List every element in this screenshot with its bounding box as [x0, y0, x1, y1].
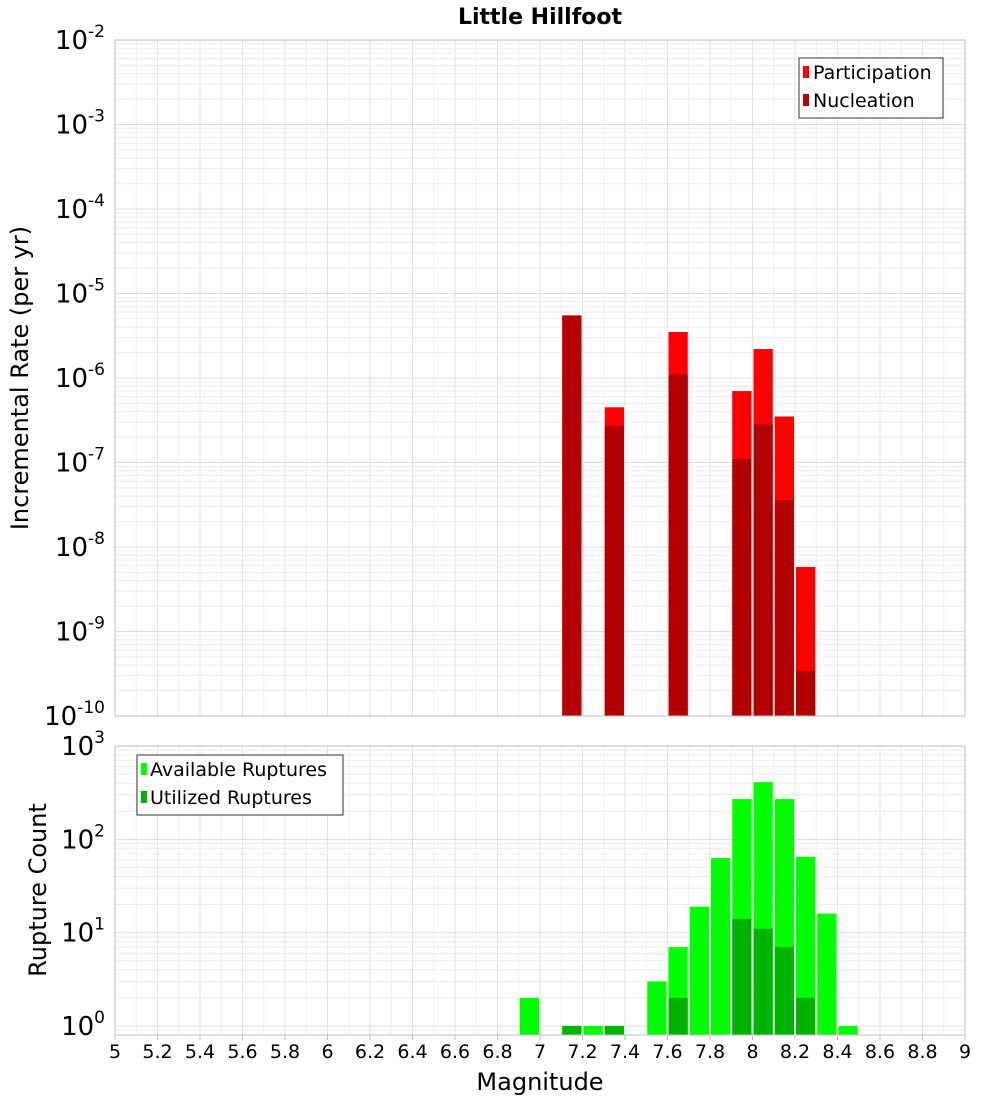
x-tick-label: 7.2: [567, 1041, 597, 1063]
available-ruptures-bar: [647, 981, 667, 1035]
utilized-ruptures-bar: [732, 919, 752, 1035]
available-ruptures-bar: [519, 997, 539, 1035]
x-tick-label: 7: [534, 1041, 546, 1063]
utilized-ruptures-bar: [753, 928, 773, 1035]
legend-participation-swatch: [803, 66, 809, 78]
available-ruptures-bar: [838, 1025, 858, 1035]
y-tick-label: 10-5: [55, 276, 105, 310]
y-tick-label: 10-9: [55, 614, 105, 648]
utilized-ruptures-bar: [774, 947, 794, 1035]
y-tick-label: 103: [61, 728, 105, 762]
count-plot-bars: [519, 782, 858, 1035]
x-tick-label: 5: [109, 1041, 121, 1063]
nucleation-bar: [774, 499, 794, 716]
utilized-ruptures-bar: [796, 997, 816, 1035]
x-axis-label: Magnitude: [476, 1068, 603, 1096]
x-tick-label: 7.4: [610, 1041, 640, 1063]
rate-legend-box: [798, 57, 944, 119]
y-tick-label: 10-3: [55, 107, 105, 141]
y-tick-label: 10-10: [44, 698, 105, 732]
x-tick-label: 5.8: [270, 1041, 300, 1063]
x-tick-label: 6: [321, 1041, 333, 1063]
x-tick-label: 5.2: [142, 1041, 172, 1063]
available-ruptures-bar: [583, 1025, 603, 1035]
legend-participation-label: Participation: [813, 62, 932, 84]
nucleation-bar: [668, 374, 688, 716]
utilized-ruptures-bar: [562, 1025, 582, 1035]
utilized-ruptures-bar: [604, 1025, 624, 1035]
rate-plot-bars: [562, 315, 816, 716]
x-tick-label: 6.6: [440, 1041, 470, 1063]
y-tick-label: 10-7: [55, 445, 105, 479]
legend-utilized-swatch: [141, 791, 147, 803]
nucleation-bar: [562, 315, 582, 716]
x-tick-label: 7.8: [695, 1041, 725, 1063]
rate-plot-legend: Participation Nucleation: [798, 57, 944, 119]
rate-plot-y-axis-label: Incremental Rate (per yr): [6, 226, 34, 530]
nucleation-bar: [796, 671, 816, 716]
legend-available-swatch: [141, 763, 147, 775]
y-tick-label: 10-8: [55, 529, 105, 563]
available-ruptures-bar: [711, 858, 731, 1035]
y-tick-label: 10-2: [55, 22, 105, 56]
x-tick-label: 8.8: [907, 1041, 937, 1063]
x-tick-label: 6.2: [355, 1041, 385, 1063]
y-tick-label: 10-6: [55, 360, 105, 394]
legend-available-label: Available Ruptures: [150, 759, 327, 781]
count-plot-x-ticks: 5 5.2 5.4 5.6 5.8 6 6.2 6.4 6.6 6.8 7 7.2 7.4 7.6 7.8 8…: [109, 1035, 971, 1063]
legend-utilized-label: Utilized Ruptures: [150, 787, 312, 809]
rate-plot-grid: [114, 40, 966, 717]
count-legend-box: [136, 754, 344, 816]
x-tick-label: 8.6: [865, 1041, 895, 1063]
rate-plot-frame: [114, 39, 966, 717]
count-plot-y-axis-label: Rupture Count: [24, 803, 52, 977]
legend-nucleation-swatch: [803, 94, 809, 106]
y-tick-label: 102: [61, 821, 105, 855]
available-ruptures-bar: [817, 913, 837, 1035]
count-plot-y-ticks: 100 101 102 103: [61, 728, 105, 1042]
y-tick-label: 101: [61, 915, 105, 949]
x-tick-label: 6.8: [482, 1041, 512, 1063]
utilized-ruptures-bar: [668, 997, 688, 1035]
x-tick-label: 5.4: [185, 1041, 215, 1063]
legend-nucleation-label: Nucleation: [813, 90, 915, 112]
x-tick-label: 5.6: [227, 1041, 257, 1063]
nucleation-bar: [732, 459, 752, 716]
rate-plot-y-ticks: 10-10 10-9 10-8 10-7 10-6 10-5 10-4 10-3 10-2: [44, 22, 105, 732]
x-tick-label: 9: [959, 1041, 971, 1063]
x-tick-label: 8: [746, 1041, 758, 1063]
available-ruptures-bar: [796, 856, 816, 1035]
nucleation-bar: [753, 424, 773, 716]
available-ruptures-bar: [689, 906, 709, 1035]
x-tick-label: 7.6: [652, 1041, 682, 1063]
nucleation-bar: [604, 426, 624, 716]
y-tick-label: 10-4: [55, 191, 105, 225]
x-tick-label: 6.4: [397, 1041, 427, 1063]
x-tick-label: 8.4: [822, 1041, 852, 1063]
y-tick-label: 100: [61, 1008, 105, 1042]
chart-title: Little Hillfoot: [458, 5, 623, 30]
count-plot-legend: Available Ruptures Utilized Ruptures: [136, 754, 344, 816]
x-tick-label: 8.2: [780, 1041, 810, 1063]
